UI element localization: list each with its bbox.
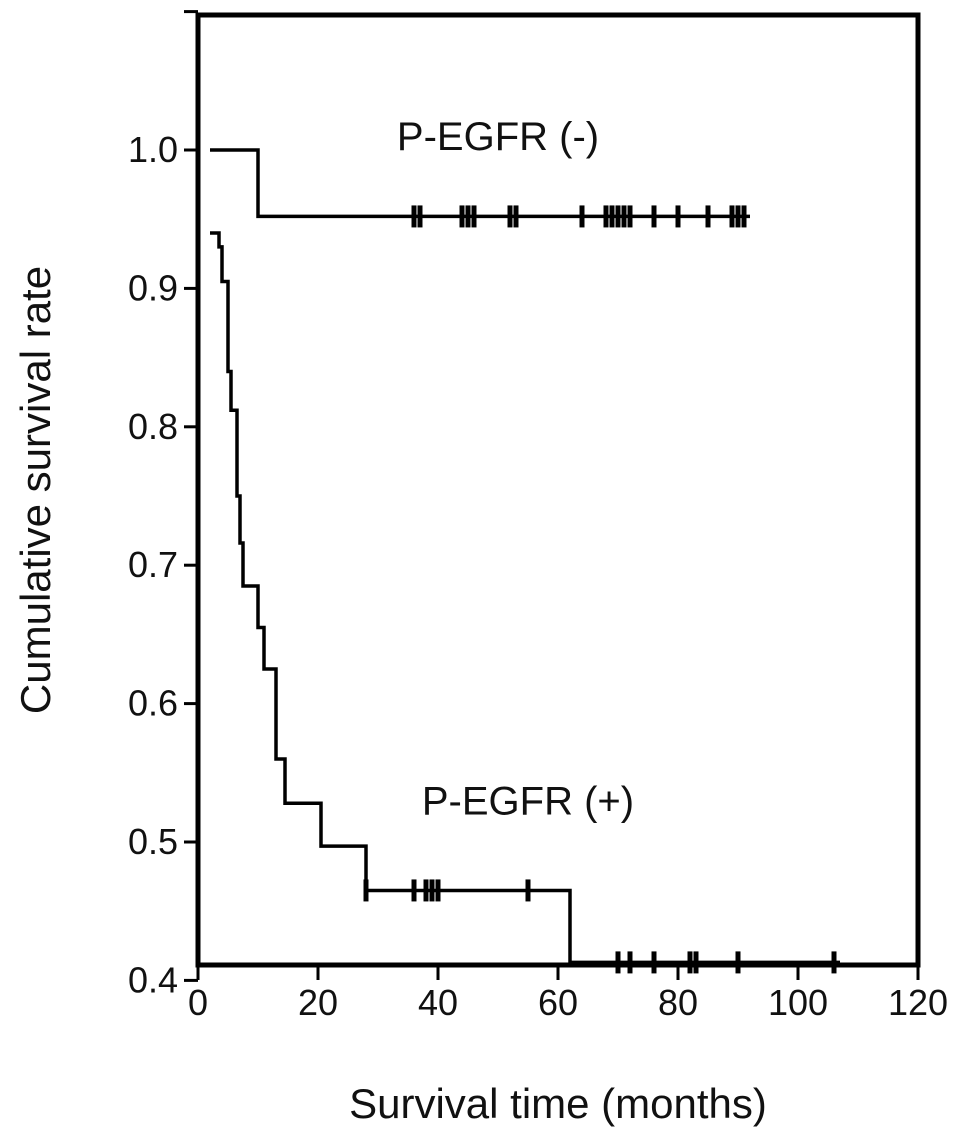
series-label: P-EGFR (+) [422,779,634,823]
survival-step-line [210,231,840,965]
x-tick-label: 40 [418,982,458,1023]
y-tick-label: 0.9 [128,267,178,308]
y-tick-label: 0.7 [128,544,178,585]
x-tick-label: 20 [298,982,338,1023]
series-label: P-EGFR (-) [397,115,599,159]
x-axis: 0 20 40 60 80 100 120 [188,965,948,1023]
y-tick-label: 0.6 [128,683,178,724]
x-tick-label: 60 [538,982,578,1023]
y-axis-title: Cumulative survival rate [12,266,59,714]
x-tick-label: 0 [188,982,208,1023]
y-tick-label: 0.8 [128,406,178,447]
x-tick-label: 100 [768,982,828,1023]
y-axis: 0.4 0.5 0.6 0.7 0.8 0.9 1.0 [128,10,198,1000]
x-axis-title: Survival time (months) [349,1080,767,1127]
series-p-egfr-positive: P-EGFR (+) [210,231,840,974]
survival-step-line [210,148,750,219]
x-tick-label: 120 [888,982,948,1023]
series-p-egfr-negative: P-EGFR (-) [210,115,750,228]
y-tick-label: 0.5 [128,821,178,862]
y-tick-label: 1.0 [128,129,178,170]
x-tick-label: 80 [658,982,698,1023]
series-layer: P-EGFR (-) P-EGFR (+) [210,115,840,974]
y-tick-label: 0.4 [128,959,178,1000]
